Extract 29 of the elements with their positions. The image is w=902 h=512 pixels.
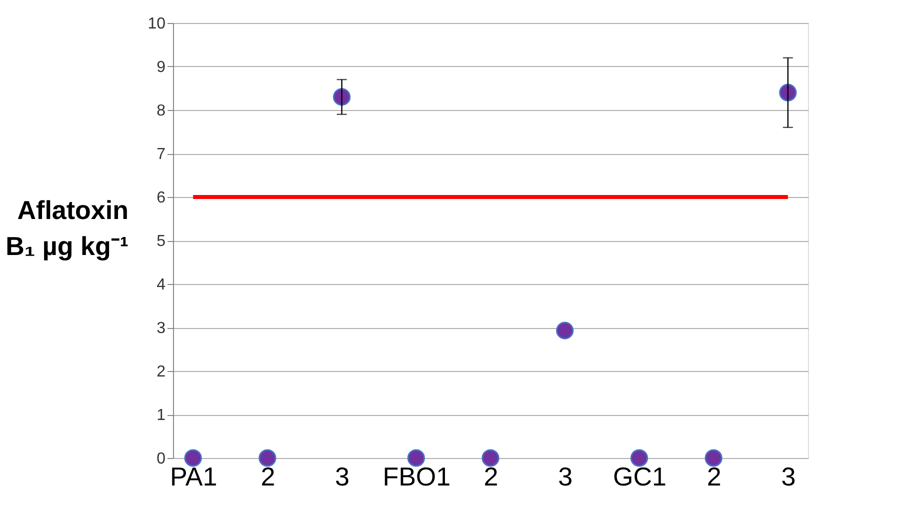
x-tick-label: FBO1: [382, 462, 451, 492]
point: [630, 449, 648, 467]
y-tick-label: 5: [156, 233, 166, 250]
y-tick-label: 1: [156, 407, 166, 424]
y-tick-label: 0: [156, 450, 166, 468]
point: [779, 84, 797, 102]
y-tick-label: 9: [156, 59, 166, 76]
y-tick-label: 3: [156, 320, 166, 337]
point: [556, 322, 574, 340]
point: [184, 449, 202, 467]
point: [482, 449, 500, 467]
x-tick-label: 2: [484, 462, 498, 492]
point: [407, 449, 425, 467]
x-tick-label: 3: [781, 462, 796, 492]
y-tick-label: 8: [156, 102, 166, 120]
x-tick-label: GC1: [612, 462, 666, 492]
y-tick-label: 6: [156, 190, 166, 206]
point: [704, 449, 722, 467]
x-tick-label: 3: [558, 462, 573, 492]
x-tick-label: 3: [335, 462, 350, 492]
y-tick-label: 2: [156, 364, 166, 380]
y-tick-label: 10: [148, 16, 166, 32]
point: [258, 449, 276, 467]
x-tick-label: 2: [260, 462, 276, 492]
x-tick-label: PA1: [170, 462, 218, 492]
y-tick-label: 4: [156, 276, 166, 294]
x-tick-label: 2: [706, 462, 722, 492]
y-tick-label: 7: [156, 146, 166, 163]
y-axis-title: Aflatoxin B₁ µg kg⁻¹: [6, 195, 128, 261]
